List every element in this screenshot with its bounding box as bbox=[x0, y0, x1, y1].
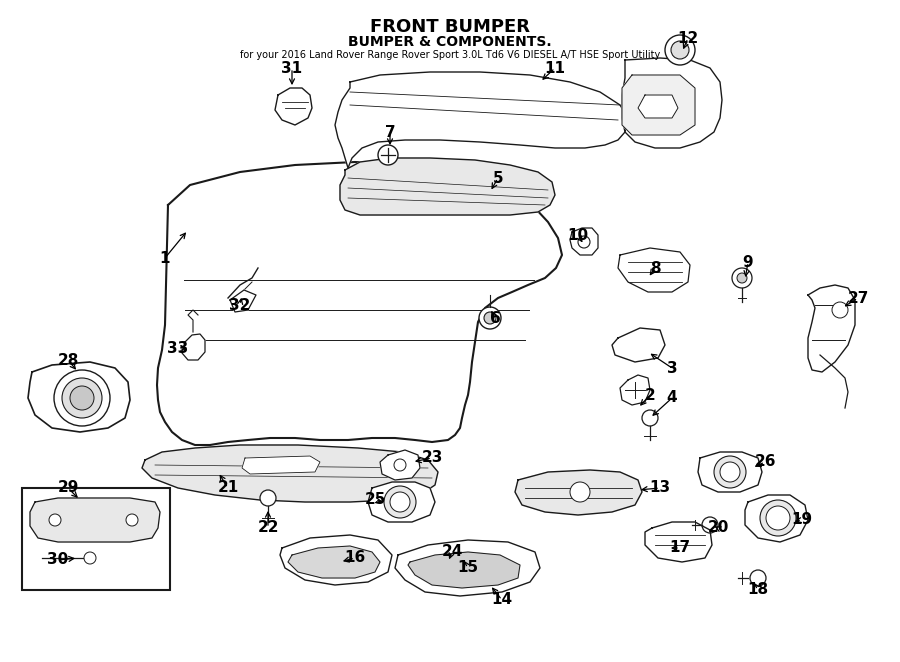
Circle shape bbox=[766, 506, 790, 530]
Circle shape bbox=[714, 456, 746, 488]
Text: 23: 23 bbox=[421, 451, 443, 465]
Circle shape bbox=[390, 492, 410, 512]
Text: 20: 20 bbox=[707, 520, 729, 536]
Text: 17: 17 bbox=[670, 540, 690, 555]
Text: 2: 2 bbox=[644, 387, 655, 402]
Polygon shape bbox=[380, 450, 420, 480]
Circle shape bbox=[578, 236, 590, 248]
Polygon shape bbox=[157, 162, 562, 445]
Polygon shape bbox=[622, 58, 722, 148]
Polygon shape bbox=[280, 535, 392, 585]
Text: 29: 29 bbox=[58, 481, 78, 495]
Circle shape bbox=[54, 370, 110, 426]
Circle shape bbox=[832, 302, 848, 318]
Text: 10: 10 bbox=[567, 228, 589, 242]
Polygon shape bbox=[698, 452, 762, 492]
Polygon shape bbox=[395, 540, 540, 596]
Text: 18: 18 bbox=[747, 583, 769, 598]
Polygon shape bbox=[28, 362, 130, 432]
Text: 11: 11 bbox=[544, 60, 565, 75]
Text: BUMPER & COMPONENTS.: BUMPER & COMPONENTS. bbox=[348, 35, 552, 49]
Text: 3: 3 bbox=[667, 361, 678, 375]
Polygon shape bbox=[645, 522, 712, 562]
Polygon shape bbox=[620, 375, 650, 405]
Polygon shape bbox=[638, 95, 678, 118]
Text: 19: 19 bbox=[791, 512, 813, 528]
Polygon shape bbox=[340, 158, 555, 215]
Text: 30: 30 bbox=[48, 553, 68, 567]
Polygon shape bbox=[242, 456, 320, 474]
Circle shape bbox=[484, 312, 496, 324]
Text: 16: 16 bbox=[345, 551, 365, 565]
Text: 5: 5 bbox=[492, 171, 503, 185]
Text: 21: 21 bbox=[218, 481, 238, 495]
Circle shape bbox=[570, 482, 590, 502]
Circle shape bbox=[260, 490, 276, 506]
Polygon shape bbox=[745, 495, 808, 542]
Circle shape bbox=[732, 268, 752, 288]
Text: 33: 33 bbox=[167, 340, 189, 355]
Text: 8: 8 bbox=[650, 261, 661, 275]
Polygon shape bbox=[808, 285, 855, 372]
Circle shape bbox=[720, 462, 740, 482]
Text: 6: 6 bbox=[490, 310, 500, 326]
Text: 25: 25 bbox=[364, 493, 386, 508]
Text: 24: 24 bbox=[441, 545, 463, 559]
Text: 1: 1 bbox=[160, 250, 170, 265]
Circle shape bbox=[737, 273, 747, 283]
Text: 26: 26 bbox=[754, 455, 776, 469]
Circle shape bbox=[126, 514, 138, 526]
Text: 22: 22 bbox=[257, 520, 279, 536]
Polygon shape bbox=[622, 75, 695, 135]
Circle shape bbox=[378, 145, 398, 165]
Circle shape bbox=[671, 41, 689, 59]
Text: 27: 27 bbox=[847, 291, 868, 305]
Polygon shape bbox=[275, 88, 312, 125]
Polygon shape bbox=[612, 328, 665, 362]
Circle shape bbox=[750, 570, 766, 586]
Polygon shape bbox=[368, 482, 435, 522]
Circle shape bbox=[642, 410, 658, 426]
Circle shape bbox=[49, 514, 61, 526]
Text: 14: 14 bbox=[491, 592, 513, 608]
Text: 15: 15 bbox=[457, 561, 479, 575]
Circle shape bbox=[702, 517, 718, 533]
Circle shape bbox=[760, 500, 796, 536]
Circle shape bbox=[62, 378, 102, 418]
Text: 13: 13 bbox=[650, 481, 670, 495]
Circle shape bbox=[70, 386, 94, 410]
Polygon shape bbox=[408, 552, 520, 588]
Text: 31: 31 bbox=[282, 60, 302, 75]
Polygon shape bbox=[30, 498, 160, 542]
Bar bbox=[22, 488, 170, 590]
Polygon shape bbox=[335, 72, 628, 168]
Polygon shape bbox=[230, 290, 256, 312]
Text: 7: 7 bbox=[384, 124, 395, 140]
Circle shape bbox=[84, 552, 96, 564]
Text: FRONT BUMPER: FRONT BUMPER bbox=[370, 18, 530, 36]
Polygon shape bbox=[515, 470, 642, 515]
Text: 4: 4 bbox=[667, 391, 678, 406]
Text: 9: 9 bbox=[742, 254, 753, 269]
Circle shape bbox=[479, 307, 501, 329]
Text: 12: 12 bbox=[678, 30, 698, 46]
Polygon shape bbox=[182, 334, 205, 360]
Text: 28: 28 bbox=[58, 352, 78, 367]
Text: 32: 32 bbox=[230, 297, 251, 312]
Polygon shape bbox=[570, 228, 598, 255]
Circle shape bbox=[394, 459, 406, 471]
Circle shape bbox=[384, 486, 416, 518]
Circle shape bbox=[665, 35, 695, 65]
Text: for your 2016 Land Rover Range Rover Sport 3.0L Td6 V6 DIESEL A/T HSE Sport Util: for your 2016 Land Rover Range Rover Spo… bbox=[240, 50, 660, 60]
Polygon shape bbox=[288, 546, 380, 578]
Polygon shape bbox=[618, 248, 690, 292]
Polygon shape bbox=[142, 445, 438, 502]
